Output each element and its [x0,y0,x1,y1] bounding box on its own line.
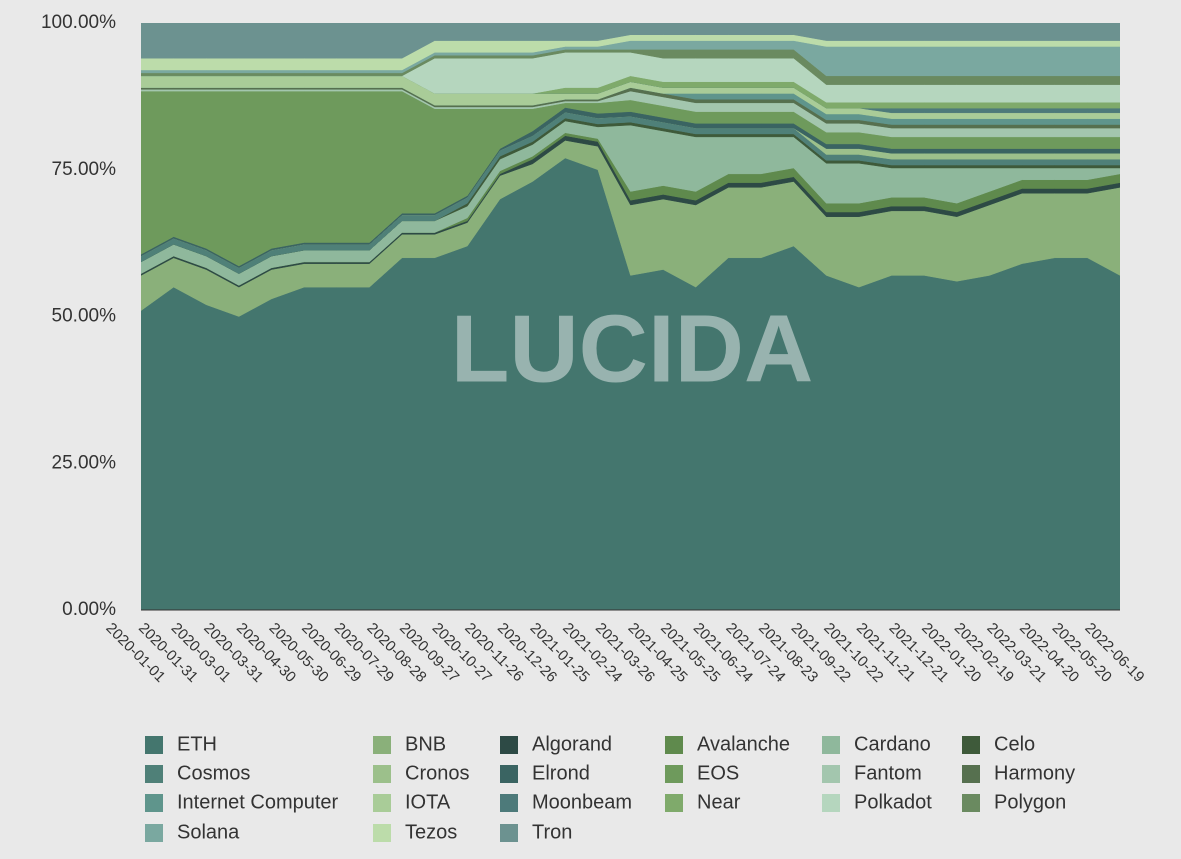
y-tick-label: 50.00% [52,306,117,327]
legend-label: Tezos [405,821,457,843]
legend-label: Avalanche [697,733,790,755]
legend-label: Fantom [854,762,922,784]
legend-label: Cosmos [177,762,250,784]
legend-swatch [373,824,391,842]
legend-label: Cronos [405,762,469,784]
legend-swatch [145,765,163,783]
legend-label: Near [697,791,741,813]
legend-swatch [145,824,163,842]
legend-label: Internet Computer [177,791,339,813]
legend-label: Celo [994,733,1035,755]
legend-swatch [962,794,980,812]
legend-label: IOTA [405,791,451,813]
legend-label: ETH [177,733,217,755]
legend-label: Solana [177,821,240,843]
legend-label: Harmony [994,762,1075,784]
legend-swatch [500,794,518,812]
legend-label: EOS [697,762,739,784]
legend-swatch [962,765,980,783]
legend-label: Moonbeam [532,791,632,813]
legend-swatch [373,736,391,754]
y-tick-label: 100.00% [41,12,116,33]
legend-label: BNB [405,733,446,755]
legend-swatch [665,794,683,812]
legend-swatch [145,736,163,754]
legend-swatch [500,765,518,783]
legend-label: Elrond [532,762,590,784]
legend-swatch [373,794,391,812]
legend-swatch [500,824,518,842]
legend-swatch [822,765,840,783]
legend-swatch [962,736,980,754]
legend-swatch [822,794,840,812]
legend-swatch [500,736,518,754]
legend-label: Polkadot [854,791,932,813]
legend-swatch [822,736,840,754]
legend-label: Algorand [532,733,612,755]
legend-swatch [665,765,683,783]
y-tick-label: 75.00% [52,159,117,180]
legend-label: Tron [532,821,572,843]
legend-swatch [373,765,391,783]
y-tick-label: 25.00% [52,452,117,473]
watermark: LUCIDA [451,295,814,402]
plot-area [141,23,1120,610]
legend-swatch [665,736,683,754]
legend-label: Polygon [994,791,1066,813]
area-series [141,23,1120,59]
legend-swatch [145,794,163,812]
y-tick-label: 0.00% [62,599,116,620]
legend-label: Cardano [854,733,931,755]
